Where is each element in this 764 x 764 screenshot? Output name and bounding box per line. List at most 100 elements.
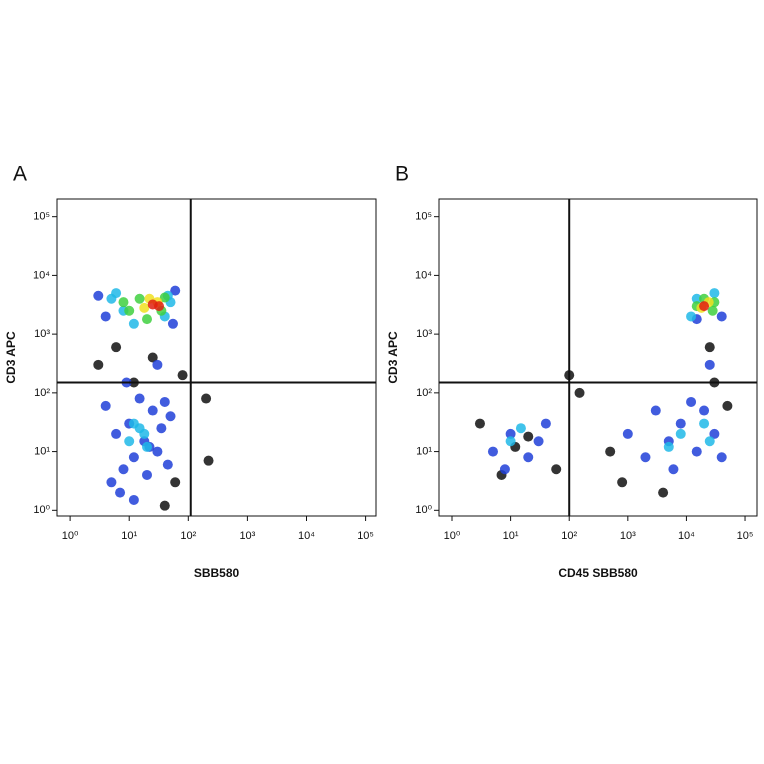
- point: [523, 431, 534, 442]
- point: [722, 400, 733, 411]
- y-tick-label: 10⁴: [415, 269, 432, 281]
- point: [170, 285, 181, 296]
- point: [93, 290, 104, 301]
- point: [165, 411, 176, 422]
- point: [147, 405, 158, 416]
- point: [156, 423, 167, 434]
- point: [139, 428, 150, 439]
- point: [709, 428, 720, 439]
- y-tick-label: 10³: [34, 328, 50, 340]
- point: [699, 301, 710, 312]
- point: [699, 405, 710, 416]
- point: [605, 446, 616, 457]
- point: [141, 314, 152, 325]
- x-tick-label: 10⁴: [298, 530, 315, 542]
- point: [154, 301, 165, 312]
- point: [499, 464, 510, 475]
- point: [707, 305, 718, 316]
- y-tick-label: 10³: [416, 328, 432, 340]
- point: [93, 359, 104, 370]
- point: [691, 293, 702, 304]
- point: [201, 393, 212, 404]
- point: [505, 428, 516, 439]
- point: [111, 288, 122, 299]
- x-tick-label: 10³: [239, 530, 255, 542]
- y-tick-label: 10⁵: [33, 211, 50, 223]
- point: [203, 455, 214, 466]
- point: [115, 487, 126, 498]
- x-tick-label: 10⁵: [357, 530, 374, 542]
- point: [128, 494, 139, 505]
- point: [134, 293, 145, 304]
- x-tick-label: 10²: [561, 530, 577, 542]
- point: [617, 477, 628, 488]
- y-tick-label: 10⁰: [415, 504, 432, 516]
- x-tick-label: 10⁰: [62, 530, 79, 542]
- point: [159, 396, 170, 407]
- point: [668, 464, 679, 475]
- point: [709, 288, 720, 299]
- point: [640, 452, 651, 463]
- point: [716, 311, 727, 322]
- point: [128, 418, 139, 429]
- point: [111, 342, 122, 353]
- point: [686, 396, 697, 407]
- panel-letter: A: [13, 163, 27, 186]
- point: [699, 418, 710, 429]
- point: [675, 418, 686, 429]
- point: [134, 393, 145, 404]
- point: [551, 464, 562, 475]
- point: [704, 342, 715, 353]
- points: [93, 285, 214, 511]
- point: [100, 400, 111, 411]
- y-tick-label: 10⁴: [33, 269, 50, 281]
- point: [167, 318, 178, 329]
- y-tick-label: 10¹: [416, 445, 432, 457]
- plot-frame: [438, 198, 758, 517]
- point: [152, 446, 163, 457]
- x-tick-label: 10⁰: [444, 530, 461, 542]
- point: [622, 428, 633, 439]
- point: [658, 487, 669, 498]
- point: [162, 459, 173, 470]
- y-tick-label: 10⁵: [415, 211, 432, 223]
- point: [716, 452, 727, 463]
- x-tick-label: 10⁵: [737, 530, 754, 542]
- point: [147, 352, 158, 363]
- point: [574, 387, 585, 398]
- point: [177, 370, 188, 381]
- point: [523, 452, 534, 463]
- point: [691, 446, 702, 457]
- x-tick-label: 10¹: [121, 530, 137, 542]
- point: [124, 305, 135, 316]
- panel-letter: B: [395, 163, 409, 186]
- point: [118, 297, 129, 308]
- point: [675, 428, 686, 439]
- y-axis-label: CD3 APC: [4, 331, 18, 384]
- point: [515, 423, 526, 434]
- point: [128, 318, 139, 329]
- point: [139, 302, 150, 313]
- point: [152, 359, 163, 370]
- x-tick-label: 10¹: [503, 530, 519, 542]
- x-axis-label: SBB580: [194, 566, 240, 580]
- point: [128, 452, 139, 463]
- y-axis-label: CD3 APC: [386, 331, 400, 384]
- point: [540, 418, 551, 429]
- point: [100, 311, 111, 322]
- point: [474, 418, 485, 429]
- x-tick-label: 10⁴: [678, 530, 695, 542]
- point: [533, 436, 544, 447]
- point: [111, 428, 122, 439]
- plot-frame: [56, 198, 377, 517]
- point: [124, 436, 135, 447]
- x-tick-label: 10³: [620, 530, 636, 542]
- point: [106, 477, 117, 488]
- x-axis-label: CD45 SBB580: [558, 566, 638, 580]
- y-tick-label: 10⁰: [33, 504, 50, 516]
- point: [141, 441, 152, 452]
- point: [704, 359, 715, 370]
- point: [141, 469, 152, 480]
- points: [474, 288, 733, 498]
